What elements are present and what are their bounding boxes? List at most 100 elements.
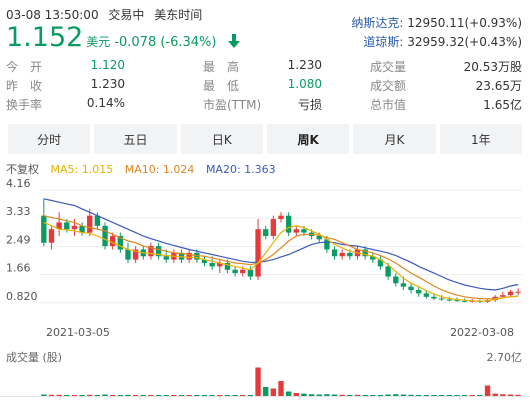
y-tick-label: 1.66	[6, 261, 31, 274]
candle-body	[270, 219, 277, 236]
candle-body	[148, 246, 154, 257]
stat-value: 1.120	[90, 58, 125, 72]
volume-bar	[446, 395, 452, 396]
volume-bar	[201, 395, 208, 396]
volume-bar	[125, 394, 131, 396]
volume-bar	[354, 394, 361, 396]
candle-body	[500, 295, 506, 297]
candle-body	[217, 262, 223, 267]
tab-period[interactable]: 月K	[353, 124, 436, 154]
volume-bar	[423, 395, 430, 396]
down-arrow-icon	[227, 33, 240, 52]
volume-bar	[186, 395, 192, 396]
ma20-line	[43, 198, 519, 291]
volume-bar	[393, 394, 399, 396]
candle-body	[186, 252, 192, 260]
volume-bar	[217, 395, 223, 396]
candle-body	[446, 299, 452, 301]
volume-max-label: 2.70亿	[486, 351, 523, 364]
adjust-mode[interactable]: 不复权	[6, 163, 39, 176]
ma5-line	[43, 221, 519, 302]
volume-bar	[454, 395, 460, 396]
candle-body	[194, 252, 200, 260]
volume-bar	[178, 395, 185, 396]
volume-bar	[132, 395, 139, 396]
stat-value: 1.230	[287, 58, 322, 72]
candle-body	[316, 235, 322, 240]
volume-bar	[255, 367, 261, 396]
volume-bar	[64, 395, 70, 396]
candle-body	[132, 249, 139, 260]
index-value: 12950.11(+0.93%)	[407, 16, 522, 30]
timezone-label: 美东时间	[154, 8, 203, 22]
volume-bar	[515, 394, 521, 396]
volume-bar	[102, 394, 108, 396]
stat-value: 20.53万股	[463, 60, 522, 74]
candle-body	[41, 215, 47, 243]
candle-body	[454, 300, 460, 302]
volume-bar	[500, 394, 506, 396]
tab-period[interactable]: 分时	[8, 124, 91, 154]
volume-bar	[400, 394, 407, 396]
ma10-label: MA10: 1.024	[124, 163, 195, 176]
volume-bar	[347, 395, 353, 396]
candle-body	[393, 276, 399, 284]
index-name: 道琼斯:	[363, 35, 404, 49]
candle-body	[416, 290, 422, 294]
volume-bar	[263, 387, 269, 396]
candle-body	[240, 269, 246, 274]
stat-label: 最 高	[203, 60, 240, 74]
candle-body	[370, 256, 376, 260]
candle-body	[347, 252, 353, 257]
candle-body	[423, 293, 430, 297]
candle-body	[255, 229, 261, 277]
candle-body	[79, 225, 85, 233]
tab-period[interactable]: 1年	[439, 124, 522, 154]
candle-body	[117, 235, 124, 250]
index-dow[interactable]: 道琼斯: 32959.32(+0.43%)	[363, 33, 522, 50]
volume-bar	[140, 395, 146, 396]
index-nasdaq[interactable]: 纳斯达克: 12950.11(+0.93%)	[351, 14, 522, 31]
price-row: 1.152 美元 -0.078 (-6.34%)	[6, 22, 240, 54]
tab-period[interactable]: 周K	[266, 124, 350, 154]
volume-bar	[224, 395, 231, 396]
ma-legend: 不复权 MA5: 1.015 MA10: 1.024 MA20: 1.363	[6, 161, 284, 177]
candle-body	[224, 262, 231, 270]
ma5-label: MA5: 1.015	[50, 163, 114, 176]
tab-period[interactable]: 五日	[94, 124, 177, 154]
volume-chart	[0, 367, 530, 400]
candle-body	[431, 296, 437, 299]
candle-body	[110, 235, 116, 247]
volume-bar	[285, 391, 292, 396]
volume-bar	[507, 394, 514, 396]
volume-bar	[377, 395, 384, 396]
stat-value: 亏损	[297, 98, 322, 112]
current-price: 1.152	[6, 22, 84, 53]
candle-body	[232, 269, 238, 274]
stat-label: 昨 收	[6, 79, 43, 93]
volume-bar	[148, 395, 154, 396]
volume-bar	[209, 395, 215, 396]
volume-bar	[79, 395, 85, 396]
volume-bar	[163, 395, 169, 396]
candle-body	[507, 291, 514, 296]
candle-body	[339, 252, 345, 257]
tab-period[interactable]: 日K	[180, 124, 263, 154]
volume-bar	[301, 393, 307, 396]
candlestick-chart[interactable]: 4.16 3.33 2.49 1.66 0.820 2021-03-05 2022-03-0…	[0, 176, 530, 346]
volume-bar	[469, 395, 475, 396]
volume-bar	[110, 395, 116, 396]
candle-body	[438, 298, 445, 300]
ma20-label: MA20: 1.363	[205, 163, 276, 176]
candle-body	[247, 269, 254, 277]
candle-body	[385, 266, 391, 277]
stat-value: 1.080	[287, 77, 322, 91]
quote-stats: 今 开 1.120 最 高 1.230 成交量 20.53万股昨 收 1.230 最 低 1.0…	[0, 56, 530, 116]
candle-body	[48, 229, 55, 243]
volume-bar	[87, 394, 93, 396]
candle-body	[87, 215, 93, 233]
stat-value: 23.65万	[475, 79, 522, 93]
candle-body	[515, 291, 521, 293]
volume-bar	[56, 394, 62, 396]
candle-body	[178, 252, 185, 260]
